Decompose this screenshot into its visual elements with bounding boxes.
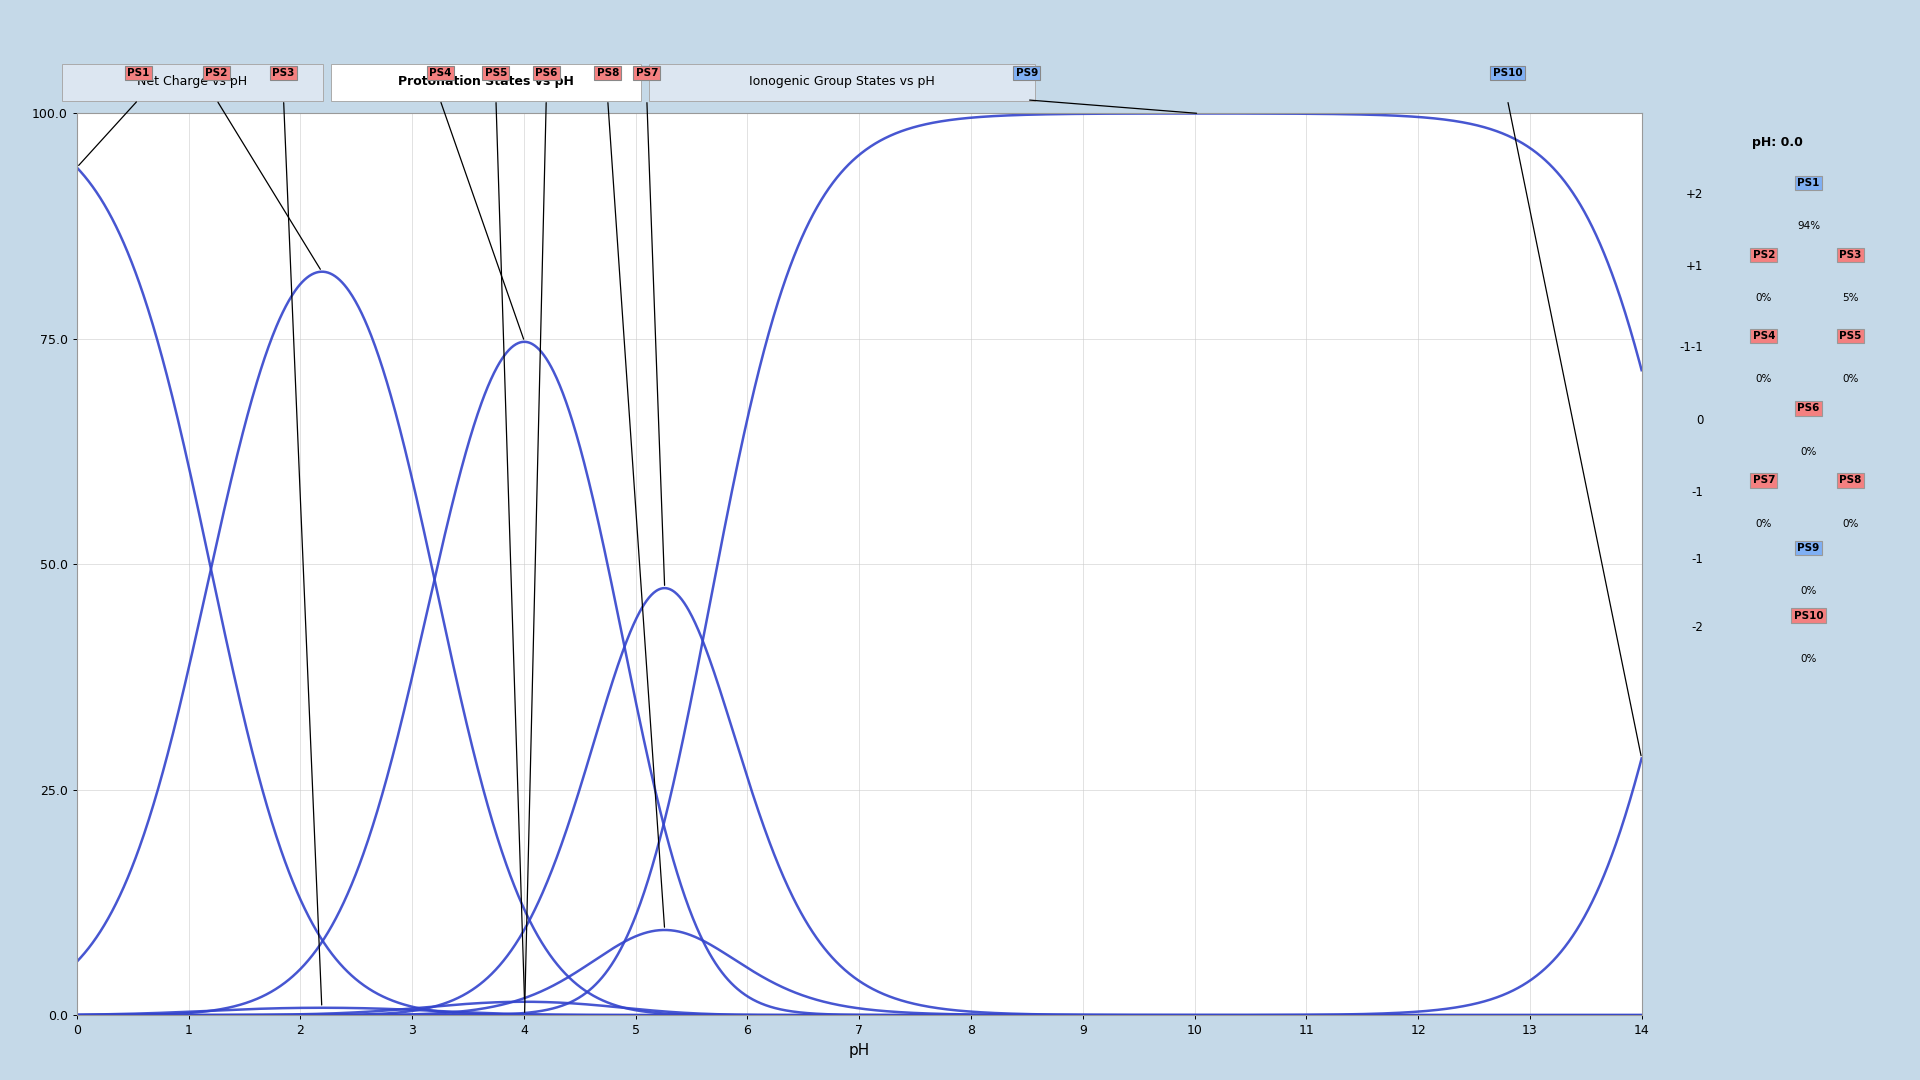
Text: PS5: PS5 [1839,332,1862,341]
Text: 0%: 0% [1843,375,1859,384]
Text: PS2: PS2 [1753,249,1774,260]
Text: PS10: PS10 [1492,68,1523,78]
Text: +2: +2 [1686,188,1703,201]
Text: PS8: PS8 [1839,475,1862,485]
X-axis label: pH: pH [849,1043,870,1057]
Text: -1: -1 [1692,486,1703,499]
Text: Ionogenic Group States vs pH: Ionogenic Group States vs pH [749,75,935,87]
Text: PS3: PS3 [273,68,296,78]
Text: 0: 0 [1695,414,1703,427]
Text: PS9: PS9 [1797,543,1820,553]
Text: 0%: 0% [1801,586,1816,596]
Text: 0%: 0% [1755,294,1772,303]
FancyBboxPatch shape [649,65,1035,100]
Text: 0%: 0% [1801,654,1816,664]
Text: Net Charge vs pH: Net Charge vs pH [138,75,248,87]
Text: PS7: PS7 [636,68,659,78]
Text: -1-1: -1-1 [1680,341,1703,354]
FancyBboxPatch shape [61,65,323,100]
Text: 0%: 0% [1755,375,1772,384]
Text: PS3: PS3 [1839,249,1862,260]
Text: 0%: 0% [1755,518,1772,529]
Text: PS7: PS7 [1753,475,1776,485]
Text: -2: -2 [1692,621,1703,634]
Text: PS4: PS4 [1753,332,1776,341]
Text: PS1: PS1 [1797,178,1820,188]
Text: PS6: PS6 [536,68,557,78]
Text: PS5: PS5 [484,68,507,78]
Text: PS4: PS4 [428,68,451,78]
Text: Protonation States vs pH: Protonation States vs pH [397,75,574,87]
Text: PS10: PS10 [1793,610,1824,621]
Text: PS8: PS8 [597,68,618,78]
Text: 0%: 0% [1843,518,1859,529]
Text: 0%: 0% [1801,446,1816,457]
FancyBboxPatch shape [332,65,641,100]
Text: PS9: PS9 [1016,68,1039,78]
Text: +1: +1 [1686,260,1703,273]
Text: 5%: 5% [1843,294,1859,303]
Text: 94%: 94% [1797,221,1820,231]
Text: PS1: PS1 [127,68,150,78]
Text: -1: -1 [1692,553,1703,566]
Text: PS6: PS6 [1797,403,1820,414]
Text: pH: 0.0: pH: 0.0 [1751,136,1803,149]
Text: PS2: PS2 [205,68,228,78]
